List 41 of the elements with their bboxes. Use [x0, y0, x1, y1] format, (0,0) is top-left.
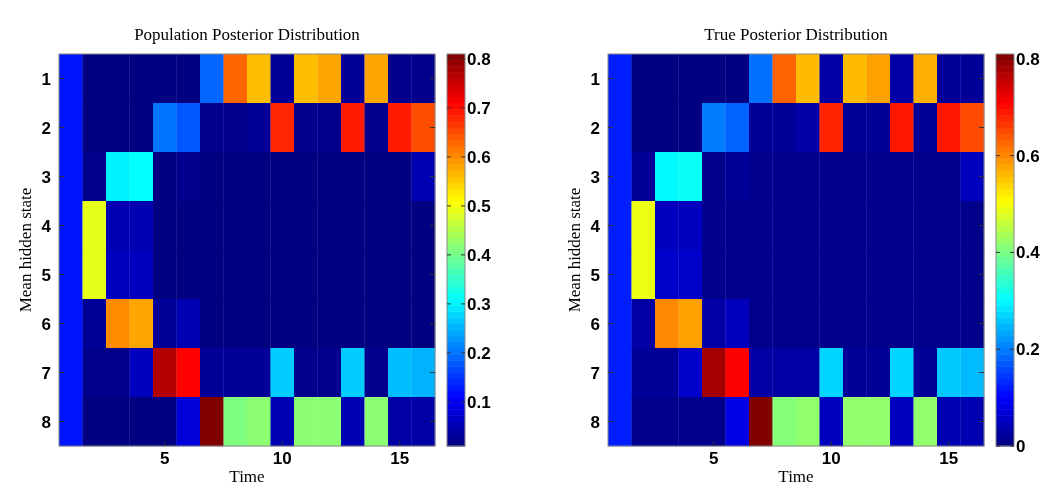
color-bar-label: 0.4 — [1016, 243, 1041, 263]
color-bar-label: 0.6 — [1016, 146, 1040, 166]
y-tick-label: 5 — [590, 265, 600, 285]
chart-title: Population Posterior Distribution — [134, 25, 361, 44]
y-tick-label: 1 — [590, 69, 600, 89]
y-tick-label: 7 — [41, 363, 51, 383]
color-bar-label: 0.6 — [467, 147, 491, 167]
x-tick-label: 10 — [272, 449, 292, 468]
color-bar-label: 0.2 — [1016, 340, 1040, 360]
y-tick-label: 4 — [590, 216, 601, 236]
x-axis-title: Time — [229, 467, 265, 486]
y-tick-label: 1 — [41, 69, 51, 89]
y-tick-label: 6 — [41, 314, 51, 334]
x-tick-label: 5 — [160, 449, 170, 468]
chart-title: True Posterior Distribution — [704, 25, 889, 44]
color-bar-label: 0.5 — [467, 196, 491, 216]
x-tick-label: 5 — [709, 449, 719, 468]
y-tick-label: 5 — [41, 265, 51, 285]
color-bar-label: 0 — [1016, 437, 1026, 456]
x-tick-label: 10 — [821, 449, 841, 468]
color-bar-label: 0.8 — [467, 49, 491, 69]
color-bar-label: 0.4 — [467, 245, 492, 265]
y-tick-label: 4 — [41, 216, 52, 236]
y-tick-label: 6 — [590, 314, 600, 334]
color-bar-label: 0.8 — [1016, 49, 1040, 69]
y-axis-title: Mean hidden state — [565, 187, 584, 313]
color-bar-label: 0.7 — [467, 98, 491, 118]
y-axis-title: Mean hidden state — [16, 187, 35, 313]
y-tick-label: 3 — [41, 167, 51, 187]
x-tick-label: 15 — [939, 449, 959, 468]
y-tick-label: 3 — [590, 167, 600, 187]
color-bar-label: 0.3 — [467, 294, 491, 314]
y-tick-label: 2 — [41, 118, 51, 138]
color-bar-label: 0.2 — [467, 343, 491, 363]
x-axis-title: Time — [778, 467, 814, 486]
color-bar-label: 0.1 — [467, 392, 491, 412]
y-tick-label: 7 — [590, 363, 600, 383]
y-tick-label: 8 — [590, 412, 600, 432]
x-tick-label: 15 — [390, 449, 410, 468]
y-tick-label: 8 — [41, 412, 51, 432]
y-tick-label: 2 — [590, 118, 600, 138]
